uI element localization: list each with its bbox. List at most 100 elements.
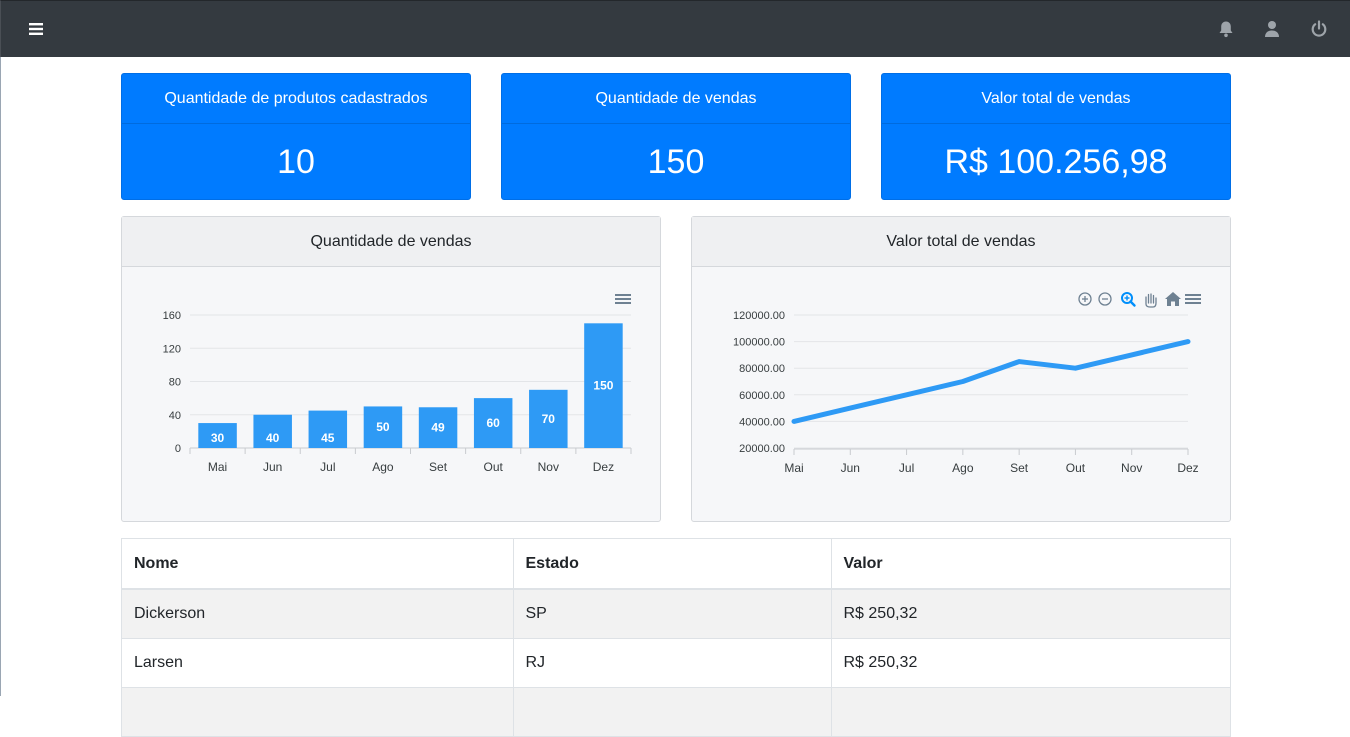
zoom-in-icon[interactable] bbox=[1078, 292, 1092, 306]
x-tick-label: Jul bbox=[899, 461, 914, 475]
bar bbox=[253, 414, 292, 448]
cell-nome bbox=[122, 687, 514, 737]
stat-title: Valor total de vendas bbox=[882, 74, 1230, 124]
left-edge-line bbox=[0, 57, 1, 696]
zoom-out-circle bbox=[1098, 292, 1112, 306]
table-header-row: Nome Estado Valor bbox=[122, 539, 1230, 590]
x-tick-label: Dez bbox=[1177, 461, 1198, 475]
x-tick-label: Ago bbox=[952, 461, 974, 475]
chart-menu-icon[interactable] bbox=[1185, 294, 1201, 304]
y-tick-label: 60000.00 bbox=[739, 390, 785, 402]
menu-icon[interactable] bbox=[22, 15, 50, 43]
y-tick-label: 40000.00 bbox=[739, 416, 785, 428]
x-tick-label: Dez bbox=[593, 460, 614, 474]
sales-table: Nome Estado Valor Dickerson SP R$ 250,32… bbox=[121, 538, 1231, 737]
x-tick-label: Mai bbox=[208, 460, 227, 474]
stat-value: 150 bbox=[647, 142, 705, 181]
home-shape bbox=[1165, 292, 1181, 306]
chart-title: Quantidade de vendas bbox=[122, 217, 660, 267]
column-header-valor[interactable]: Valor bbox=[831, 539, 1230, 590]
stat-title: Quantidade de vendas bbox=[502, 74, 850, 124]
x-tick-label: Set bbox=[429, 460, 448, 474]
bar-value-label: 45 bbox=[321, 431, 335, 445]
stat-value: R$ 100.256,98 bbox=[944, 142, 1168, 181]
stat-card-products: Quantidade de produtos cadastrados 10 bbox=[121, 73, 471, 200]
zoom-out-icon[interactable] bbox=[1098, 292, 1112, 306]
column-header-nome[interactable]: Nome bbox=[122, 539, 514, 590]
bar-chart: 0 40 80 120 160 30 Mai 40 Jun 45 Jul 50 Ago 49 Set 60 Ou… bbox=[163, 294, 632, 474]
y-tick-label: 100000.00 bbox=[733, 337, 785, 349]
cell-estado: SP bbox=[513, 589, 832, 639]
table-row[interactable] bbox=[122, 687, 1230, 737]
zoom-selection-icon[interactable] bbox=[1121, 292, 1136, 307]
y-tick-label: 160 bbox=[163, 310, 181, 322]
bar-chart-card: Quantidade de vendas 0 40 80 120 160 30 Mai 40 J… bbox=[121, 216, 661, 522]
home-icon[interactable] bbox=[1165, 292, 1181, 306]
x-tick-label: Mai bbox=[784, 461, 803, 475]
menu-bar-line bbox=[1185, 302, 1201, 304]
bar bbox=[473, 398, 513, 448]
bar bbox=[418, 407, 458, 448]
bar bbox=[308, 410, 348, 448]
x-tick-label: Nov bbox=[538, 460, 559, 474]
chart-toolbar bbox=[1078, 292, 1201, 308]
stat-card-sales-count: Quantidade de vendas 150 bbox=[501, 73, 851, 200]
series-line bbox=[791, 339, 1191, 424]
y-tick-label: 120 bbox=[163, 343, 181, 355]
zoom-handle bbox=[1129, 300, 1136, 307]
cell-estado: RJ bbox=[513, 638, 832, 688]
menu-bar-line bbox=[615, 302, 631, 304]
stat-value: 10 bbox=[277, 142, 315, 181]
stat-card-sales-total: Valor total de vendas R$ 100.256,98 bbox=[881, 73, 1231, 200]
table-row[interactable]: Larsen RJ R$ 250,32 bbox=[122, 638, 1230, 688]
chart-title: Valor total de vendas bbox=[692, 217, 1230, 267]
cell-valor bbox=[831, 687, 1230, 737]
cell-valor: R$ 250,32 bbox=[831, 638, 1230, 688]
bell-icon[interactable] bbox=[1212, 15, 1240, 43]
zoom-lens bbox=[1121, 292, 1133, 304]
bar-value-label: 50 bbox=[376, 420, 390, 434]
stat-title: Quantidade de produtos cadastrados bbox=[122, 74, 470, 124]
bar-value-label: 60 bbox=[487, 416, 501, 430]
x-tick-label: Ago bbox=[372, 460, 394, 474]
line-chart-card: Valor total de vendas 20000.00 40000.00 60… bbox=[691, 216, 1231, 522]
y-tick-label: 20000.00 bbox=[739, 443, 785, 455]
bar bbox=[363, 406, 403, 448]
bar-value-label: 40 bbox=[266, 431, 280, 445]
bar bbox=[529, 389, 568, 448]
cell-estado bbox=[513, 687, 832, 737]
x-tick-label: Jun bbox=[841, 461, 860, 475]
zoom-in-circle bbox=[1078, 292, 1092, 306]
top-navbar bbox=[0, 0, 1350, 57]
x-tick-label: Out bbox=[484, 460, 504, 474]
x-tick-label: Jun bbox=[263, 460, 282, 474]
bar-value-label: 150 bbox=[593, 379, 613, 393]
menu-bar-line bbox=[1185, 294, 1201, 296]
y-tick-label: 40 bbox=[169, 410, 181, 422]
chart-menu-icon[interactable] bbox=[615, 294, 631, 304]
x-tick-label: Out bbox=[1066, 461, 1086, 475]
cell-nome: Dickerson bbox=[122, 589, 514, 639]
bar bbox=[198, 423, 237, 448]
line-chart: 20000.00 40000.00 60000.00 80000.00 100000.0… bbox=[733, 292, 1201, 475]
x-tick-label: Jul bbox=[320, 460, 335, 474]
y-tick-label: 80000.00 bbox=[739, 363, 785, 375]
column-header-estado[interactable]: Estado bbox=[513, 539, 832, 590]
bar-value-label: 49 bbox=[431, 421, 445, 435]
bar-value-label: 30 bbox=[211, 431, 225, 445]
x-tick-label: Nov bbox=[1121, 461, 1142, 475]
pan-hand-shape bbox=[1145, 293, 1157, 308]
user-icon[interactable] bbox=[1258, 15, 1286, 43]
y-tick-label: 120000.00 bbox=[733, 310, 785, 322]
menu-bar-line bbox=[615, 294, 631, 296]
power-icon[interactable] bbox=[1305, 15, 1333, 43]
menu-bar-line bbox=[1185, 298, 1201, 300]
menu-bar-line bbox=[615, 298, 631, 300]
table-row[interactable]: Dickerson SP R$ 250,32 bbox=[122, 589, 1230, 639]
cell-nome: Larsen bbox=[122, 638, 514, 688]
cell-valor: R$ 250,32 bbox=[831, 589, 1230, 639]
y-tick-label: 0 bbox=[175, 443, 181, 455]
bar bbox=[584, 323, 623, 448]
y-tick-label: 80 bbox=[169, 377, 181, 389]
pan-hand-icon[interactable] bbox=[1145, 293, 1157, 308]
